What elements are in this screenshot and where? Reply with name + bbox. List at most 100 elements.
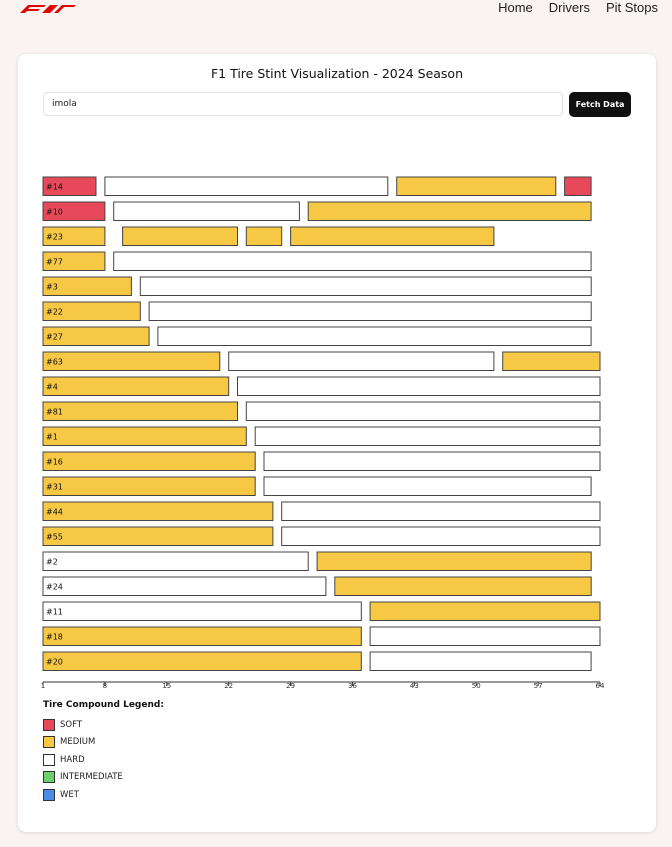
stint-bar [316,551,592,571]
legend-title: Tire Compound Legend: [43,700,164,710]
search-input[interactable] [43,92,563,116]
driver-label: #24 [46,583,63,592]
driver-label: #18 [46,633,63,642]
driver-label: #55 [46,533,63,542]
stint-bar [42,201,106,221]
stint-bar [113,251,592,271]
x-tick-label: 15 [162,682,171,690]
driver-label: #2 [46,558,58,567]
stint-bar [42,576,327,596]
x-tick-label: 43 [410,682,419,690]
driver-label: #77 [46,258,63,267]
x-tick-label: 57 [534,682,543,690]
stint-bar [42,551,309,571]
stint-bar [42,401,238,421]
stint-bar [148,301,592,321]
x-tick-label: 22 [224,682,233,690]
fetch-data-button[interactable]: Fetch Data [569,92,631,117]
driver-label: #3 [46,283,58,292]
driver-label: #20 [46,658,63,667]
nav-links: Home Drivers Pit Stops [498,0,658,16]
stint-bar [564,176,592,196]
stint-bar [396,176,557,196]
stint-bar [42,351,221,371]
legend-item-hard: HARD [43,751,164,769]
tire-legend: Tire Compound Legend: SOFT MEDIUM HARD I… [43,700,164,804]
stint-bar [42,326,150,346]
driver-label: #4 [46,383,58,392]
stint-bar [42,451,256,471]
driver-label: #11 [46,608,63,617]
stint-bar [139,276,592,296]
legend-item-wet: WET [43,786,164,804]
f1-logo[interactable] [18,4,78,14]
stint-bar [307,201,592,221]
stint-bar [281,501,601,521]
page-title: F1 Tire Stint Visualization - 2024 Seaso… [210,66,464,81]
stint-bar [281,526,601,546]
x-tick-label: 64 [596,682,605,690]
driver-label: #14 [46,183,63,192]
stint-bar [42,501,274,521]
nav-home-link[interactable]: Home [498,0,533,15]
stint-bar [228,351,495,371]
stint-bar [42,426,247,446]
legend-label: INTERMEDIATE [60,772,123,783]
stint-bar [369,626,601,646]
driver-label: #16 [46,458,63,467]
legend-item-medium: MEDIUM [43,734,164,752]
stint-bar [502,351,601,371]
stint-bar [254,426,601,446]
stint-bar [369,601,601,621]
driver-label: #23 [46,233,63,242]
stint-bar [42,376,230,396]
stint-bar [290,226,495,246]
legend-item-intermediate: INTERMEDIATE [43,769,164,787]
stint-bar [42,651,362,671]
legend-swatch-wet [43,788,55,801]
nav-pit-stops-link[interactable]: Pit Stops [605,0,658,15]
stint-bar [42,626,362,646]
stint-bar [237,376,601,396]
legend-label: MEDIUM [60,737,96,748]
x-tick-label: 8 [103,682,107,690]
legend-label: HARD [60,754,85,765]
x-tick-label: 50 [472,682,481,690]
legend-swatch-soft [43,718,55,731]
x-tick-label: 36 [348,682,357,690]
stint-bar [42,251,106,271]
legend-label: WET [60,789,79,800]
stint-bar [369,651,592,671]
stint-bar [42,601,362,621]
stint-bar [122,226,238,246]
driver-label: #1 [46,433,58,442]
stint-bar [334,576,592,596]
legend-swatch-medium [43,736,55,749]
driver-label: #10 [46,208,63,217]
x-tick-label: 29 [286,682,295,690]
legend-item-soft: SOFT [43,716,164,734]
driver-label: #44 [46,508,63,517]
stint-bar [157,326,592,346]
main-card: F1 Tire Stint Visualization - 2024 Seaso… [18,54,656,832]
driver-label: #81 [46,408,63,417]
driver-label: #63 [46,358,63,367]
stint-bar [42,176,97,196]
stint-bar [42,301,141,321]
stint-bar [42,226,106,246]
tire-stint-chart: #14 #10 #23 #77 #3 #22 #27 #63 #4 #81 #1 #16 #31 #44 #… [41,176,605,690]
stint-bar [263,451,601,471]
x-tick-label: 1 [41,682,45,690]
legend-swatch-hard [43,753,55,766]
stint-bar [42,476,256,496]
navbar: Home Drivers Pit Stops [0,0,672,20]
legend-label: SOFT [60,719,83,730]
driver-label: #31 [46,483,63,492]
stint-bar [42,526,274,546]
stint-bar [42,276,132,296]
legend-swatch-intermediate [43,771,55,784]
nav-drivers-link[interactable]: Drivers [548,0,590,15]
stint-bar [245,226,283,246]
driver-label: #27 [46,333,63,342]
stint-bar [245,401,601,421]
